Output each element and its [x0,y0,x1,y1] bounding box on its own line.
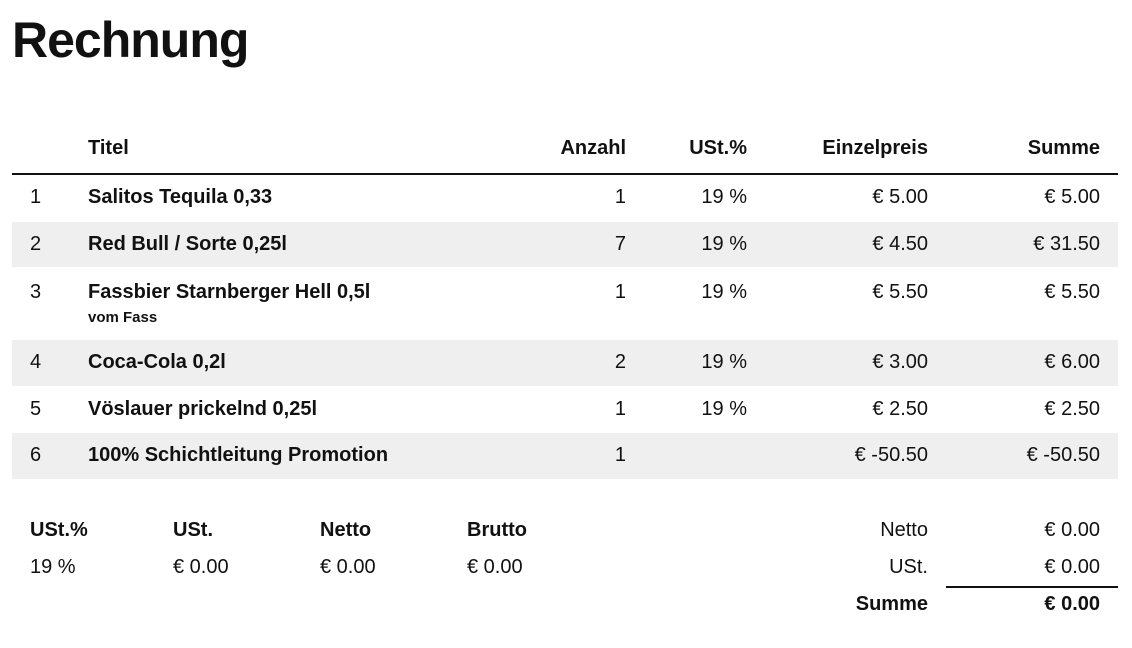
row-background [12,222,1118,267]
item-total: € 5.00 [1044,186,1100,208]
total-value: € 0.00 [1044,556,1100,578]
totals-rule [946,586,1118,588]
item-vat: 19 % [701,351,747,373]
row-index: 1 [30,186,42,208]
item-total: € 2.50 [1044,398,1100,420]
column-header: Einzelpreis [822,137,928,159]
total-label: USt. [889,556,928,578]
tax-value: € 0.00 [173,556,229,578]
row-index: 2 [30,233,42,255]
tax-value: € 0.00 [467,556,523,578]
item-quantity: 1 [614,444,626,466]
column-header: Titel [88,137,129,159]
item-title: Coca-Cola 0,2l [88,351,226,373]
item-total: € 5.50 [1044,281,1100,303]
item-quantity: 7 [614,233,626,255]
item-title: Fassbier Starnberger Hell 0,5l [88,281,371,303]
item-quantity: 1 [614,398,626,420]
total-label: Summe [855,593,928,615]
item-note: vom Fass [88,309,158,326]
item-unit-price: € 3.00 [872,351,928,373]
tax-header: USt. [173,519,213,541]
item-unit-price: € 5.00 [872,186,928,208]
item-quantity: 1 [614,186,626,208]
tax-value: 19 % [30,556,76,578]
item-total: € -50.50 [1026,444,1100,466]
item-unit-price: € 4.50 [872,233,928,255]
item-title: Salitos Tequila 0,33 [88,186,273,208]
row-index: 6 [30,444,42,466]
total-value: € 0.00 [1044,593,1100,615]
row-index: 3 [30,281,42,303]
item-title: Red Bull / Sorte 0,25l [88,233,287,255]
column-header: Anzahl [560,137,626,159]
item-vat: 19 % [701,281,747,303]
tax-header: Brutto [467,519,527,541]
row-index: 4 [30,351,42,373]
header-rule [12,173,1118,175]
item-unit-price: € 5.50 [872,281,928,303]
total-label: Netto [880,519,928,541]
item-unit-price: € -50.50 [854,444,928,466]
tax-value: € 0.00 [320,556,376,578]
item-quantity: 2 [614,351,626,373]
item-quantity: 1 [614,281,626,303]
item-vat: 19 % [701,186,747,208]
page-title: Rechnung [12,12,249,68]
item-total: € 6.00 [1044,351,1100,373]
item-total: € 31.50 [1033,233,1100,255]
row-background [12,340,1118,386]
item-title: Vöslauer prickelnd 0,25l [88,398,317,420]
tax-header: Netto [320,519,372,541]
item-vat: 19 % [701,233,747,255]
tax-header: USt.% [30,519,88,541]
item-vat: 19 % [701,398,747,420]
column-header: USt.% [689,137,747,159]
row-index: 5 [30,398,42,420]
item-unit-price: € 2.50 [872,398,928,420]
row-background [12,433,1118,479]
column-header: Summe [1027,137,1100,159]
item-title: 100% Schichtleitung Promotion [88,444,389,466]
total-value: € 0.00 [1044,519,1100,541]
